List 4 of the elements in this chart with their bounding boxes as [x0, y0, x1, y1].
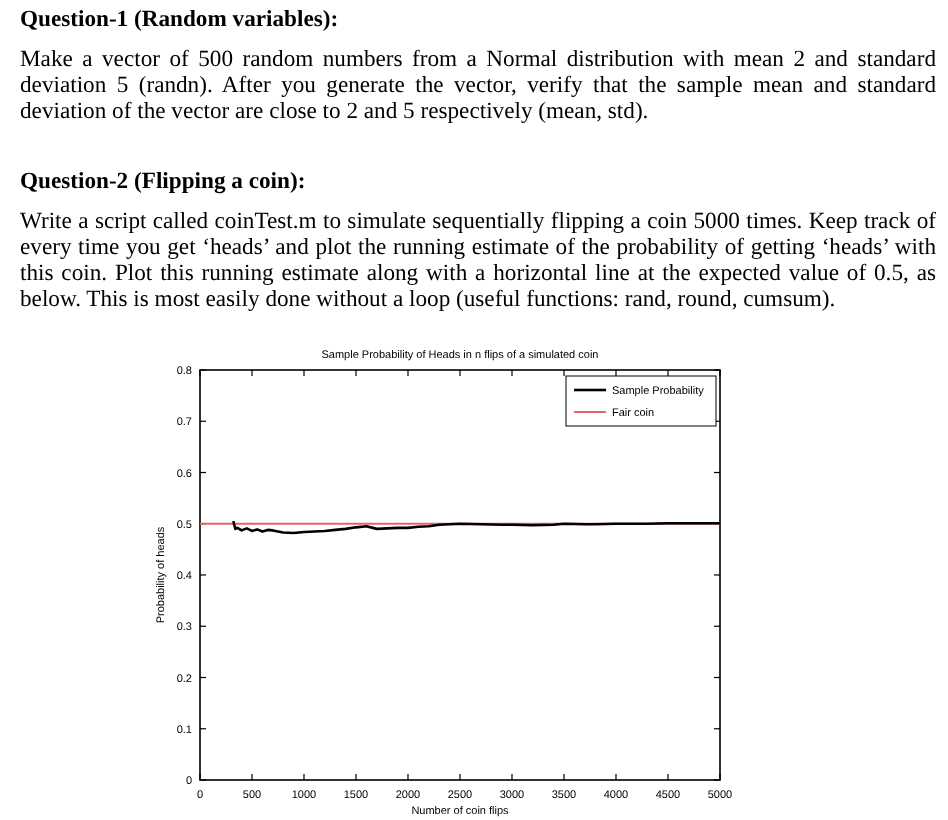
- text: Make a vector of 500 random numbers from a Normal distribution with mean 2 and standard deviation 5 (randn). After you generate the vector, verify that the sample mean and standard deviation of the vector are close to 2 and 5 respectively (mean, std).: [20, 46, 936, 124]
- text: Write a script called coinTest.m to simulate sequentially flipping a coin 5000 times. Keep track of every time you get ‘heads’ and plot the running estimate of the probability of getting ‘heads’ with this coin. Plot this running estimate along with a horizontal line at the expected value of 0.5, as below. This is most easily done without a loop (useful functions: rand, round, cumsum).: [20, 208, 936, 312]
- text: Question-1 (Random variables):: [20, 6, 341, 32]
- text: Question-2 (Flipping a coin):: [20, 168, 308, 194]
